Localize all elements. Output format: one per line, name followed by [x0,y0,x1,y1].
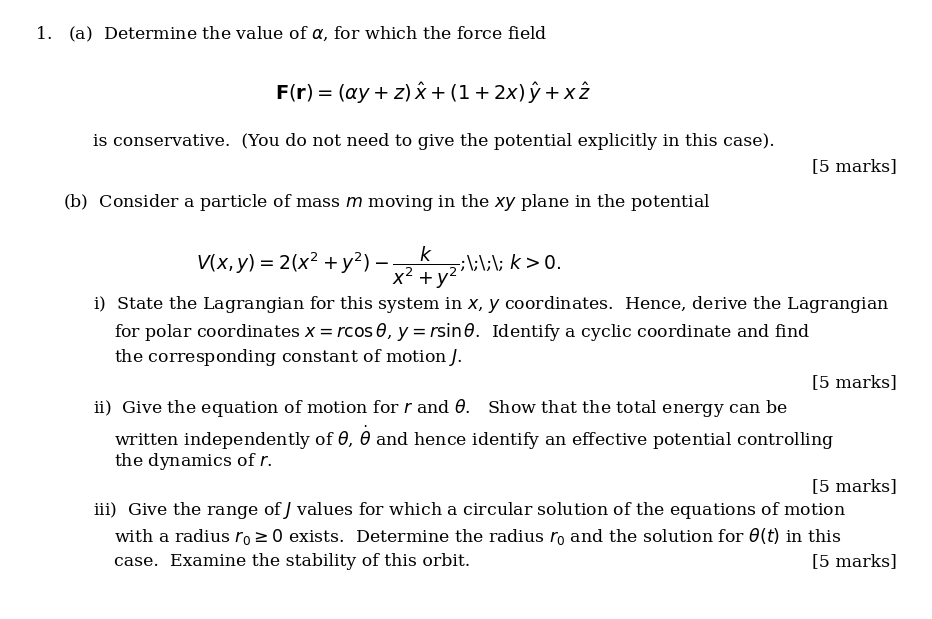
Text: is conservative.  (You do not need to give the potential explicitly in this case: is conservative. (You do not need to giv… [93,133,774,150]
Text: i)  State the Lagrangian for this system in $x$, $y$ coordinates.  Hence, derive: i) State the Lagrangian for this system … [93,294,889,315]
Text: [5 marks]: [5 marks] [812,553,897,569]
Text: [5 marks]: [5 marks] [812,374,897,391]
Text: [5 marks]: [5 marks] [812,158,897,175]
Text: iii)  Give the range of $J$ values for which a circular solution of the equation: iii) Give the range of $J$ values for wh… [93,500,846,521]
Text: [5 marks]: [5 marks] [812,478,897,495]
Text: (b)  Consider a particle of mass $m$ moving in the $xy$ plane in the potential: (b) Consider a particle of mass $m$ movi… [63,192,711,213]
Text: for polar coordinates $x = r\cos\theta$, $y = r\sin\theta$.  Identify a cyclic c: for polar coordinates $x = r\cos\theta$,… [114,321,810,343]
Text: ii)  Give the equation of motion for $r$ and $\theta$.   Show that the total ene: ii) Give the equation of motion for $r$ … [93,397,788,420]
Text: with a radius $r_0 \geq 0$ exists.  Determine the radius $r_0$ and the solution : with a radius $r_0 \geq 0$ exists. Deter… [114,526,841,547]
Text: the corresponding constant of motion $J$.: the corresponding constant of motion $J$… [114,347,462,368]
Text: 1.   (a)  Determine the value of $\alpha$, for which the force field: 1. (a) Determine the value of $\alpha$, … [35,25,548,44]
Text: $\mathbf{F}(\mathbf{r}) = (\alpha y + z)\,\hat{x} + (1 + 2x)\,\hat{y} + x\,\hat{: $\mathbf{F}(\mathbf{r}) = (\alpha y + z)… [275,80,591,106]
Text: written independently of $\theta$, $\dot{\theta}$ and hence identify an effectiv: written independently of $\theta$, $\dot… [114,424,834,452]
Text: case.  Examine the stability of this orbit.: case. Examine the stability of this orbi… [114,553,470,569]
Text: the dynamics of $r$.: the dynamics of $r$. [114,451,272,472]
Text: $V(x, y) = 2(x^2 + y^2) - \dfrac{k}{x^2 + y^2}$;\;\;\; $k > 0.$: $V(x, y) = 2(x^2 + y^2) - \dfrac{k}{x^2 … [196,245,561,291]
